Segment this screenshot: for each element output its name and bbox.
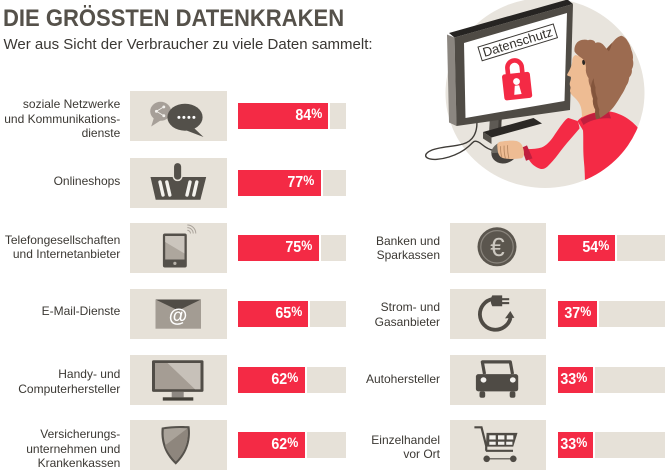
svg-text:@: @ — [169, 306, 188, 327]
svg-text:€: € — [490, 232, 505, 262]
